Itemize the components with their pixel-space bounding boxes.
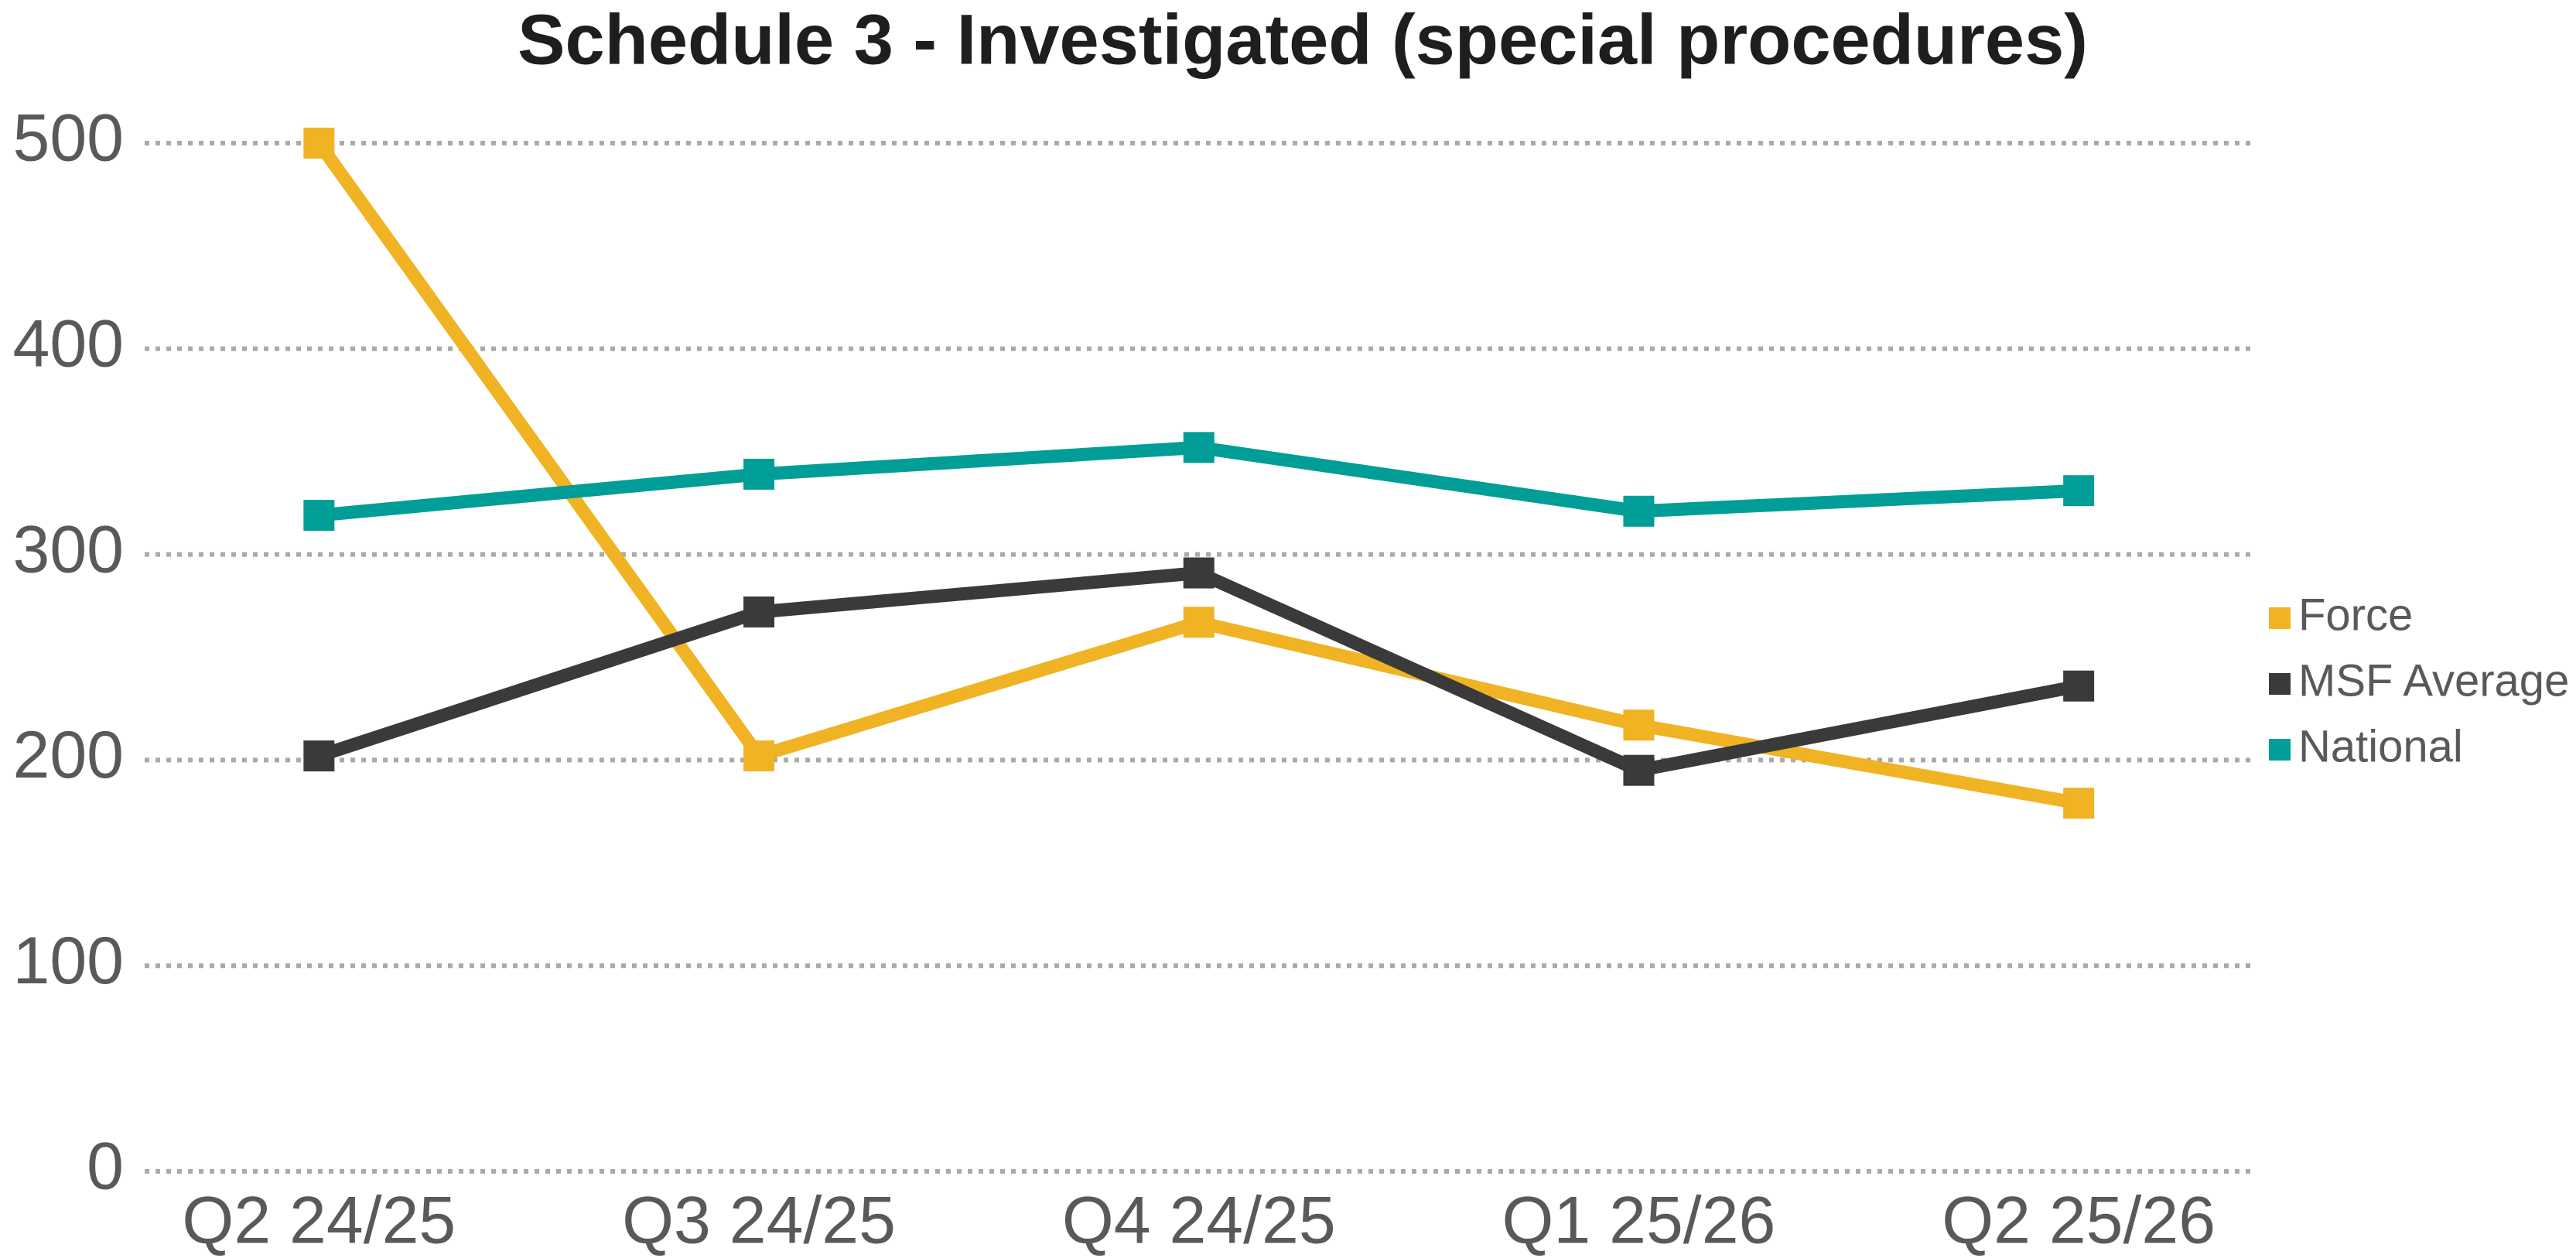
- legend-swatch: [2269, 739, 2291, 761]
- point-marker: [1183, 557, 1215, 589]
- point-marker: [1623, 754, 1655, 786]
- point-marker: [1183, 432, 1215, 463]
- y-tick-label: 400: [13, 307, 125, 381]
- point-marker: [1183, 607, 1215, 638]
- legend-swatch: [2269, 607, 2291, 629]
- point-marker: [743, 740, 775, 772]
- x-tick-label: Q3 24/25: [622, 1184, 896, 1258]
- x-tick-label: Q2 24/25: [182, 1184, 456, 1258]
- y-tick-label: 200: [13, 718, 125, 792]
- point-marker: [1623, 495, 1655, 527]
- legend-swatch: [2269, 673, 2291, 695]
- legend-label: Force: [2298, 590, 2413, 640]
- point-marker: [1623, 709, 1655, 741]
- x-tick-label: Q1 25/26: [1502, 1184, 1776, 1258]
- legend-label: MSF Average: [2298, 655, 2569, 706]
- y-tick-label: 300: [13, 512, 125, 586]
- chart-title: Schedule 3 - Investigated (special proce…: [518, 0, 2088, 79]
- series-line: [316, 566, 2080, 778]
- point-marker: [2063, 475, 2095, 507]
- point-marker: [303, 500, 335, 532]
- x-tick-label: Q4 24/25: [1062, 1184, 1336, 1258]
- series-line: [313, 139, 2080, 810]
- legend-label: National: [2298, 721, 2463, 771]
- y-tick-label: 0: [87, 1130, 124, 1204]
- y-tick-label: 500: [13, 101, 125, 176]
- x-tick-label: Q2 25/26: [1942, 1184, 2216, 1258]
- point-marker: [2063, 788, 2095, 819]
- y-tick-label: 100: [13, 924, 125, 998]
- point-marker: [2063, 670, 2095, 702]
- point-marker: [303, 740, 335, 772]
- point-marker: [303, 128, 335, 159]
- point-marker: [743, 597, 775, 628]
- point-marker: [743, 458, 775, 490]
